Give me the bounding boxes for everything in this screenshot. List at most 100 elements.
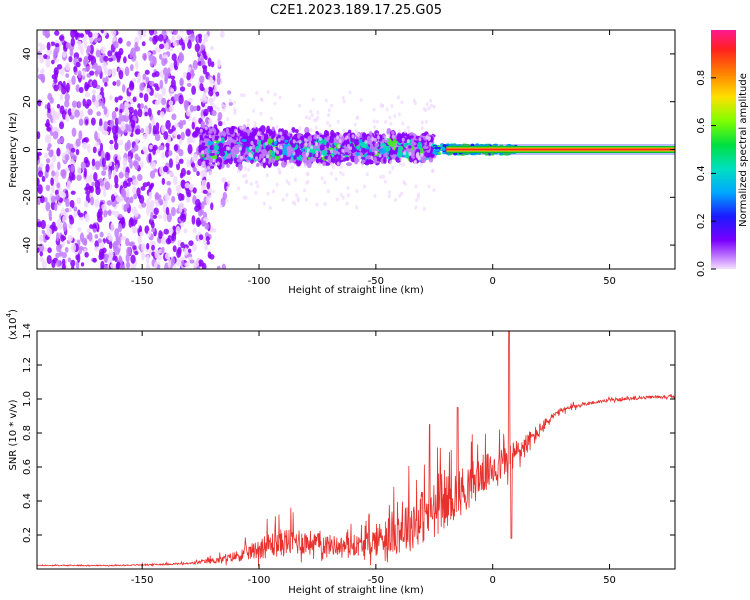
spectrogram-cell [167, 67, 171, 77]
spectrogram-cell [139, 92, 144, 99]
spectrogram-cell [320, 149, 328, 156]
carrier-band-edge [445, 144, 675, 155]
spectrogram-cell [417, 141, 423, 150]
spectrogram-cell [144, 125, 150, 135]
spectrogram-cell [44, 30, 50, 39]
spectrogram-cell [141, 251, 145, 261]
spectrogram-cell [169, 47, 174, 52]
spectrogram-cell [137, 103, 141, 109]
spectrogram-cell [96, 111, 101, 117]
spectrogram-cell [274, 155, 280, 161]
spectrogram-cell [345, 162, 353, 167]
spectrogram-cell [132, 245, 137, 250]
spectrogram-cell [190, 162, 196, 168]
spectrogram-cell [55, 252, 60, 259]
spectrogram-cell [49, 162, 55, 171]
spectrogram-cell [146, 242, 150, 250]
spectrogram-cell [94, 69, 99, 77]
spectrogram-cell [127, 177, 133, 183]
spectrogram-cell [335, 197, 339, 202]
spectrogram-cell [86, 99, 92, 107]
spectrogram-cell [249, 132, 253, 141]
spectrogram-cell [185, 128, 191, 137]
x-tick-label: -150 [131, 575, 154, 586]
spectrogram-cell [170, 75, 176, 80]
spectrogram-cell [113, 135, 118, 144]
spectrogram-cell [61, 258, 66, 266]
spectrogram-cell [180, 167, 186, 177]
spectrogram-cell [89, 173, 93, 183]
spectrogram-cell [258, 127, 262, 132]
spectrogram-cell [339, 170, 343, 175]
spectrogram-cell [204, 243, 208, 251]
spectrogram-cell [226, 116, 230, 121]
spectrogram-cell [339, 192, 343, 197]
spectrogram-cell [221, 263, 226, 269]
spectrogram-cell [374, 142, 380, 148]
spectrogram-cell [178, 207, 183, 213]
spectrogram-cell [237, 163, 243, 172]
spectrogram-cell [192, 105, 198, 112]
spectrogram-cell [249, 145, 253, 150]
spectrogram-cell [180, 131, 185, 141]
spectrogram-cell [346, 193, 350, 198]
spectrogram-cell [198, 209, 203, 217]
spectrogram-cell [204, 159, 210, 164]
spectrogram-cell [191, 215, 196, 225]
spectrogram-cell [189, 259, 195, 264]
spectrogram-cell [83, 136, 89, 144]
spectrogram-cell [117, 133, 122, 138]
spectrogram-cell [323, 129, 329, 138]
spectrogram-cell [108, 57, 113, 62]
spectrogram-cell [94, 246, 100, 252]
spectrogram-cell [295, 193, 299, 198]
spectrogram-cell [89, 70, 95, 76]
spectrogram-cell [199, 128, 203, 133]
spectrogram-cell [73, 206, 78, 212]
spectrogram-cell [65, 113, 69, 123]
spectrogram-cell [373, 156, 378, 165]
spectrogram-cell [199, 82, 204, 92]
spectrogram-cell [50, 177, 55, 186]
spectrogram-cell [265, 141, 269, 146]
spectrogram-cell [46, 42, 51, 51]
spectrogram-cell [237, 169, 241, 174]
spectrogram-cell [161, 177, 166, 185]
spectrogram-cell [345, 201, 349, 206]
spectrogram-cell [320, 176, 324, 181]
spectrogram-cell [353, 122, 357, 127]
spectrogram-cell [83, 56, 88, 66]
spectrogram-cell [77, 227, 82, 232]
spectrogram-cell [204, 97, 208, 102]
spectrogram-cell [85, 190, 91, 195]
spectrogram-cell [70, 30, 76, 39]
spectrogram-cell [336, 161, 340, 166]
spectrogram-cell [420, 152, 424, 157]
spectrogram-cell [379, 103, 383, 108]
spectrogram-cell [179, 30, 184, 33]
spectrogram-cell [147, 230, 152, 238]
spectrogram-cell [400, 191, 404, 196]
spectrogram-cell [57, 161, 61, 171]
spectrogram-cell [154, 248, 160, 259]
spectrogram-cell [208, 194, 212, 199]
spectrogram-cell [192, 59, 198, 70]
spectrogram-cell [80, 262, 85, 267]
spectrogram-cell [186, 137, 192, 144]
spectrogram-cell [166, 212, 172, 223]
spectrogram-cell [404, 151, 410, 159]
spectrogram-cell [234, 128, 238, 133]
spectrogram-cell [212, 89, 216, 94]
spectrogram-cell [75, 148, 80, 156]
spectrogram-cell [434, 152, 439, 156]
spectrogram-cell [110, 263, 116, 269]
spectrogram-cell [384, 136, 388, 141]
spectrogram-cell [388, 190, 392, 195]
spectrogram-cell [159, 79, 164, 90]
spectrogram-cell [154, 129, 160, 135]
spectrogram-cell [205, 236, 210, 242]
spectrogram-cell [341, 172, 345, 177]
spectrogram-cell [106, 232, 112, 241]
spectrogram-cell [45, 163, 50, 173]
spectrogram-cell [278, 95, 282, 100]
